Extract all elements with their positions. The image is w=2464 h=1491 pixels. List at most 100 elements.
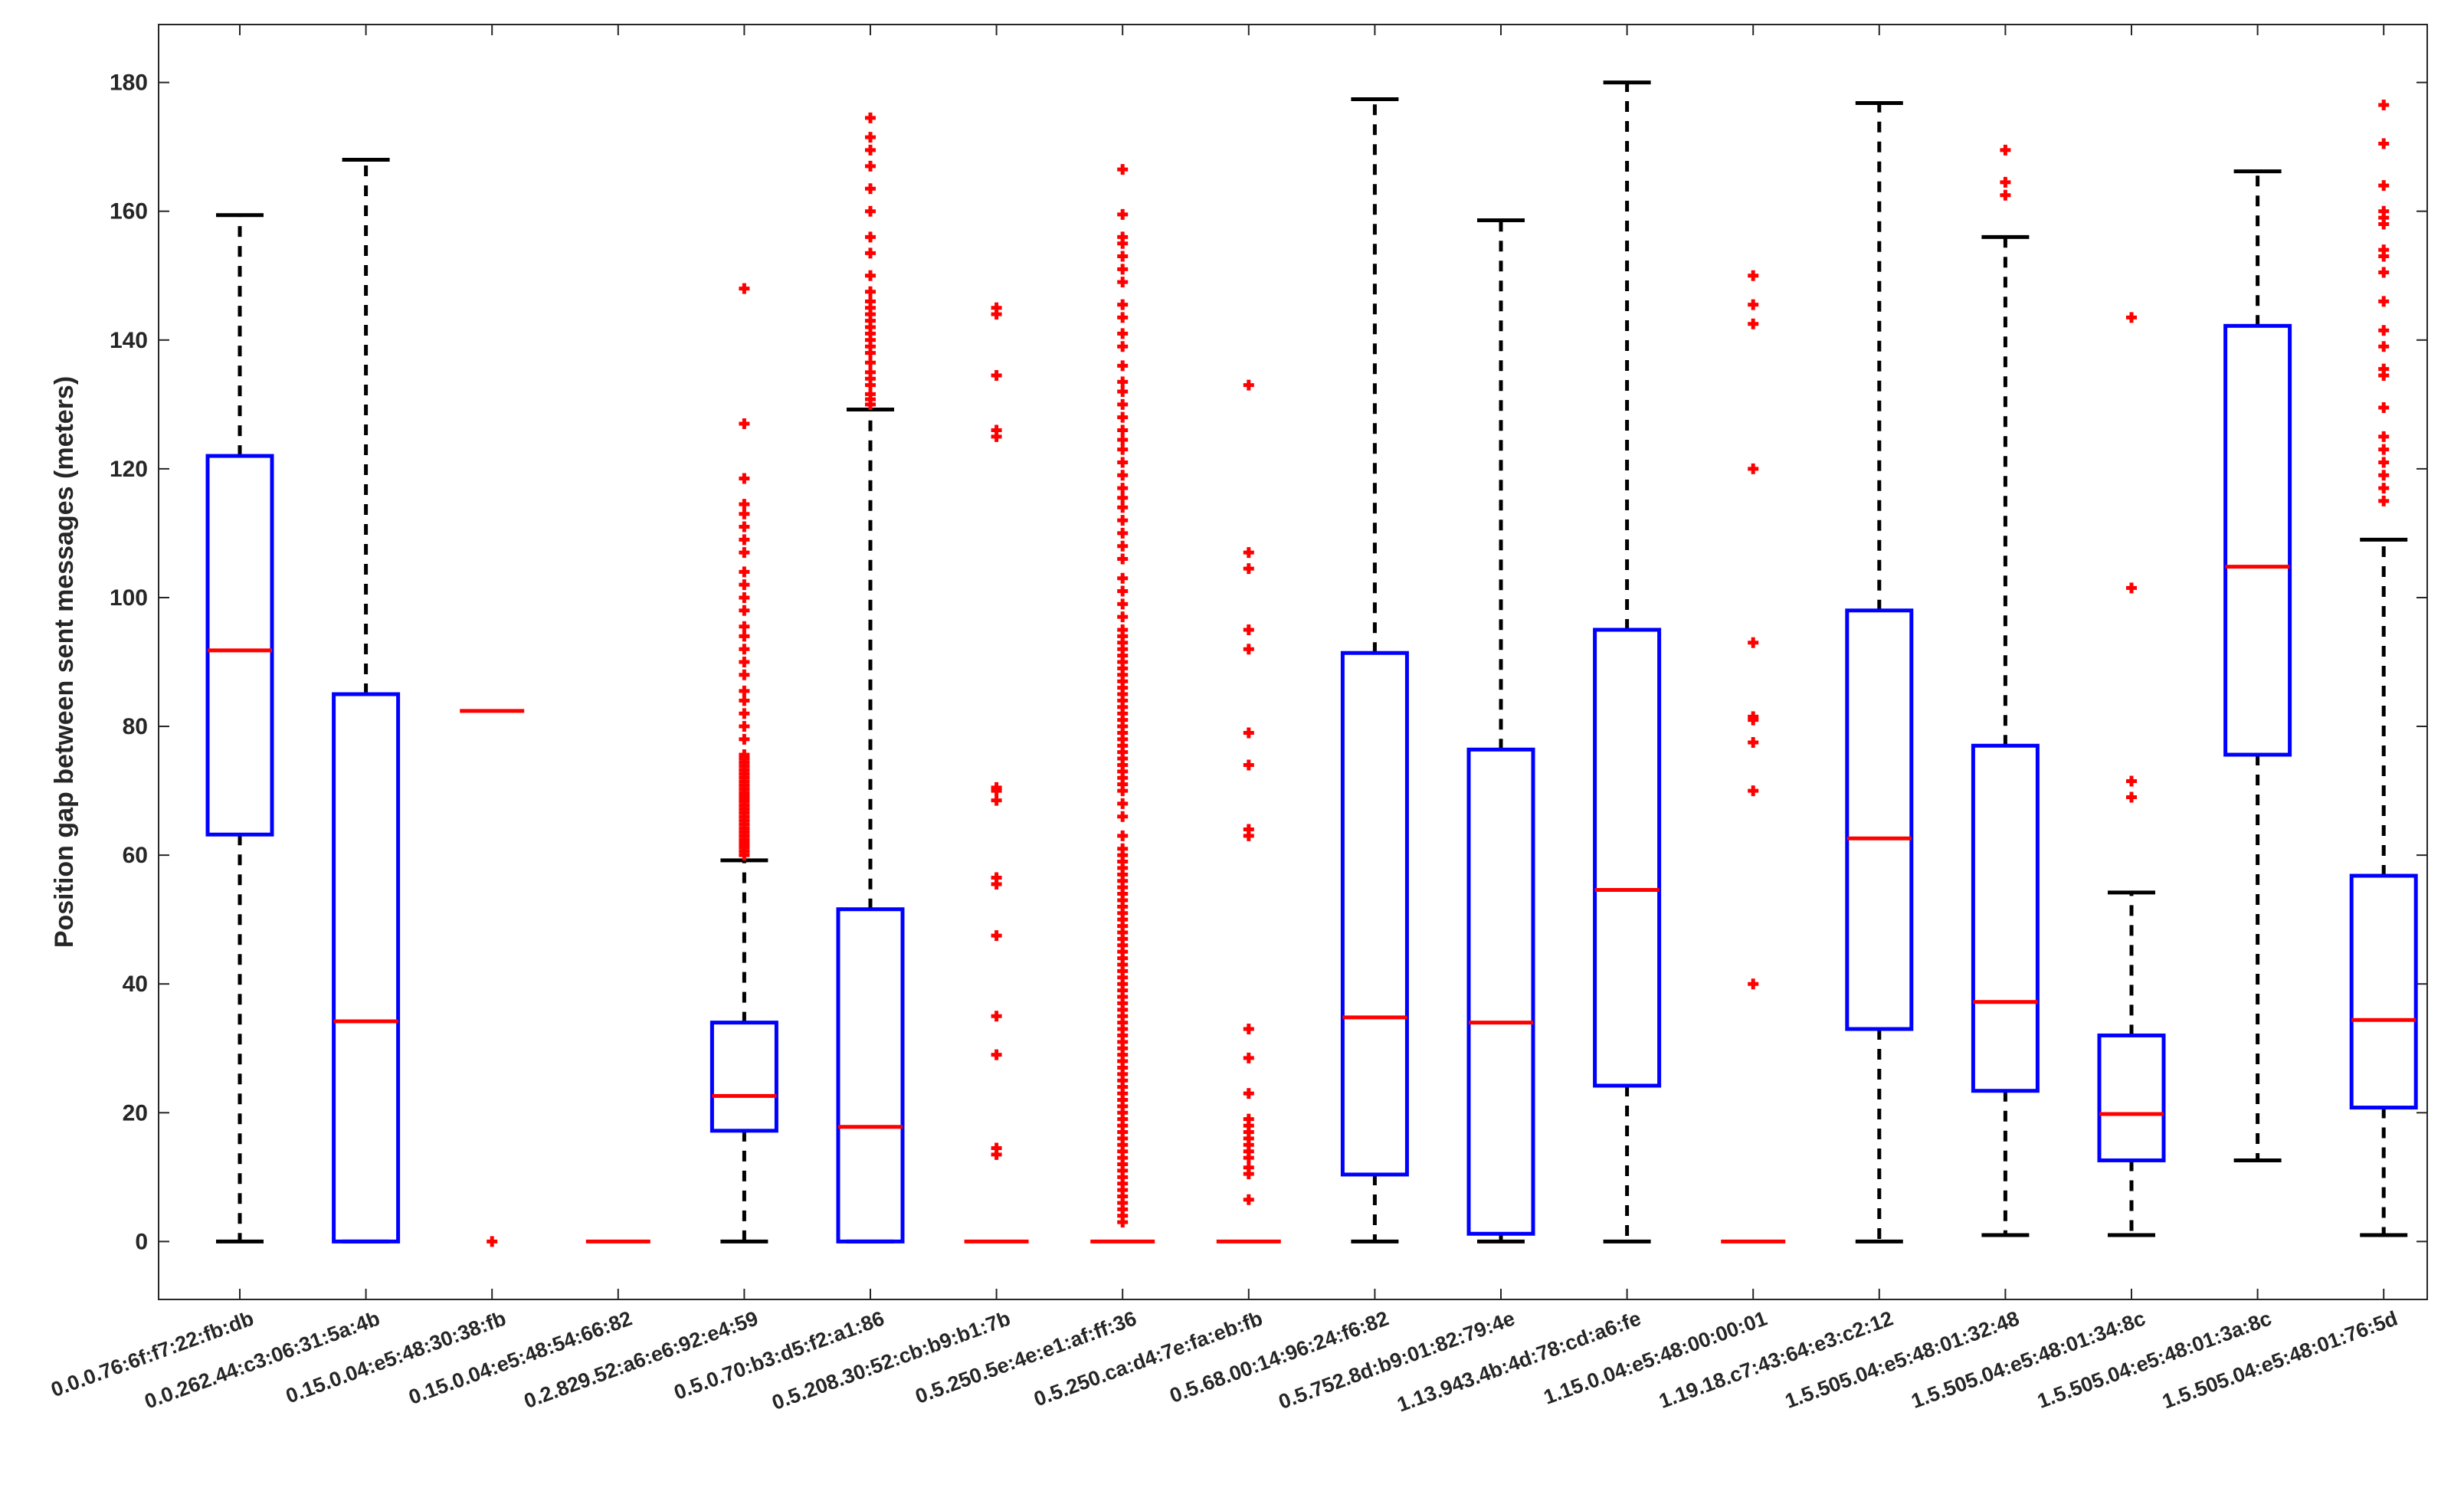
outlier-point bbox=[1748, 737, 1759, 749]
box-iqr bbox=[2097, 1033, 2166, 1162]
box-group-11 bbox=[1466, 218, 1535, 1244]
box-iqr bbox=[2223, 323, 2292, 757]
box-group-9 bbox=[1216, 379, 1281, 1244]
box-iqr bbox=[1340, 650, 1409, 1177]
outlier-point bbox=[2378, 325, 2390, 336]
outlier-point bbox=[1243, 759, 1254, 771]
outlier-point bbox=[1117, 264, 1129, 275]
outlier-point bbox=[739, 499, 750, 510]
outlier-point bbox=[1748, 978, 1759, 990]
box-iqr bbox=[1971, 743, 2040, 1093]
outlier-point bbox=[865, 247, 876, 259]
outlier-point bbox=[2378, 180, 2390, 192]
outlier-point bbox=[865, 132, 876, 143]
outlier-point bbox=[2378, 205, 2390, 217]
y-axis: 0 20 40 60 80 100 120 140 160 180 bbox=[110, 70, 2427, 1254]
y-tick-label: 80 bbox=[123, 714, 148, 739]
outlier-point bbox=[1117, 598, 1129, 610]
outlier-point bbox=[739, 566, 750, 578]
outlier-point bbox=[2378, 402, 2390, 414]
box-group-14 bbox=[1845, 101, 1914, 1244]
outlier-point bbox=[2378, 431, 2390, 442]
y-tick-label: 140 bbox=[110, 328, 148, 353]
outlier-point bbox=[739, 685, 750, 696]
outlier-point bbox=[1117, 376, 1129, 388]
outlier-point bbox=[865, 388, 876, 400]
box-group-17 bbox=[2223, 169, 2292, 1162]
outlier-point bbox=[1243, 727, 1254, 739]
outlier-point bbox=[739, 534, 750, 546]
box-iqr bbox=[709, 1021, 778, 1133]
outlier-point bbox=[1243, 644, 1254, 655]
outlier-point bbox=[487, 1236, 498, 1247]
outlier-point bbox=[991, 302, 1002, 313]
outlier-point bbox=[1243, 824, 1254, 835]
outlier-point bbox=[1117, 572, 1129, 584]
outlier-point bbox=[1243, 624, 1254, 635]
y-tick-label: 120 bbox=[110, 457, 148, 482]
outlier-point bbox=[1748, 711, 1759, 723]
y-tick-label: 0 bbox=[135, 1229, 148, 1254]
outlier-point bbox=[1117, 811, 1129, 822]
outlier-point bbox=[1117, 424, 1129, 436]
outlier-point bbox=[2378, 296, 2390, 307]
outlier-point bbox=[1748, 463, 1759, 474]
outlier-point bbox=[1117, 457, 1129, 468]
y-tick-label: 60 bbox=[123, 843, 148, 868]
box-iqr bbox=[332, 692, 401, 1244]
y-tick-label: 100 bbox=[110, 585, 148, 611]
outlier-point bbox=[739, 591, 750, 603]
outlier-point bbox=[991, 424, 1002, 436]
outlier-point bbox=[1117, 208, 1129, 220]
outlier-point bbox=[739, 605, 750, 616]
box-group-10 bbox=[1340, 97, 1409, 1244]
outlier-point bbox=[1117, 386, 1129, 398]
outlier-point bbox=[739, 708, 750, 719]
outlier-point bbox=[865, 296, 876, 307]
outlier-point bbox=[1748, 299, 1759, 310]
outlier-point bbox=[2378, 444, 2390, 455]
outlier-point bbox=[2126, 775, 2137, 787]
box-group-13 bbox=[1721, 270, 1786, 1244]
box-iqr bbox=[205, 454, 274, 837]
box-iqr bbox=[2349, 873, 2418, 1110]
outlier-point bbox=[2378, 244, 2390, 256]
outlier-point bbox=[991, 930, 1002, 942]
outlier-point bbox=[865, 270, 876, 281]
outlier-point bbox=[2000, 189, 2011, 201]
outlier-point bbox=[1117, 843, 1129, 854]
outlier-point bbox=[1243, 1052, 1254, 1063]
plot-area bbox=[205, 80, 2418, 1247]
outlier-point bbox=[1117, 231, 1129, 243]
outlier-point bbox=[865, 231, 876, 243]
outlier-point bbox=[1243, 563, 1254, 575]
box-group-16 bbox=[2097, 312, 2166, 1237]
outlier-point bbox=[739, 669, 750, 680]
box-iqr bbox=[1466, 747, 1535, 1236]
outlier-point bbox=[1117, 611, 1129, 623]
outlier-point bbox=[2126, 582, 2137, 594]
outlier-point bbox=[1117, 502, 1129, 513]
outlier-point bbox=[1748, 785, 1759, 797]
outlier-point bbox=[1117, 540, 1129, 552]
outlier-point bbox=[1243, 379, 1254, 391]
y-tick-label: 160 bbox=[110, 199, 148, 224]
outlier-point bbox=[991, 795, 1002, 806]
outlier-point bbox=[2378, 483, 2390, 494]
outlier-point bbox=[865, 286, 876, 297]
outlier-point bbox=[1117, 798, 1129, 809]
outlier-point bbox=[1117, 492, 1129, 503]
outlier-point bbox=[739, 721, 750, 732]
outlier-point bbox=[1117, 328, 1129, 339]
outlier-point bbox=[739, 418, 750, 430]
outlier-point bbox=[1243, 1088, 1254, 1099]
outlier-point bbox=[865, 183, 876, 195]
outlier-point bbox=[865, 160, 876, 172]
outlier-point bbox=[1117, 624, 1129, 635]
outlier-point bbox=[1117, 483, 1129, 494]
outlier-point bbox=[2378, 470, 2390, 481]
outlier-point bbox=[1243, 547, 1254, 559]
box-group-18 bbox=[2349, 100, 2418, 1237]
